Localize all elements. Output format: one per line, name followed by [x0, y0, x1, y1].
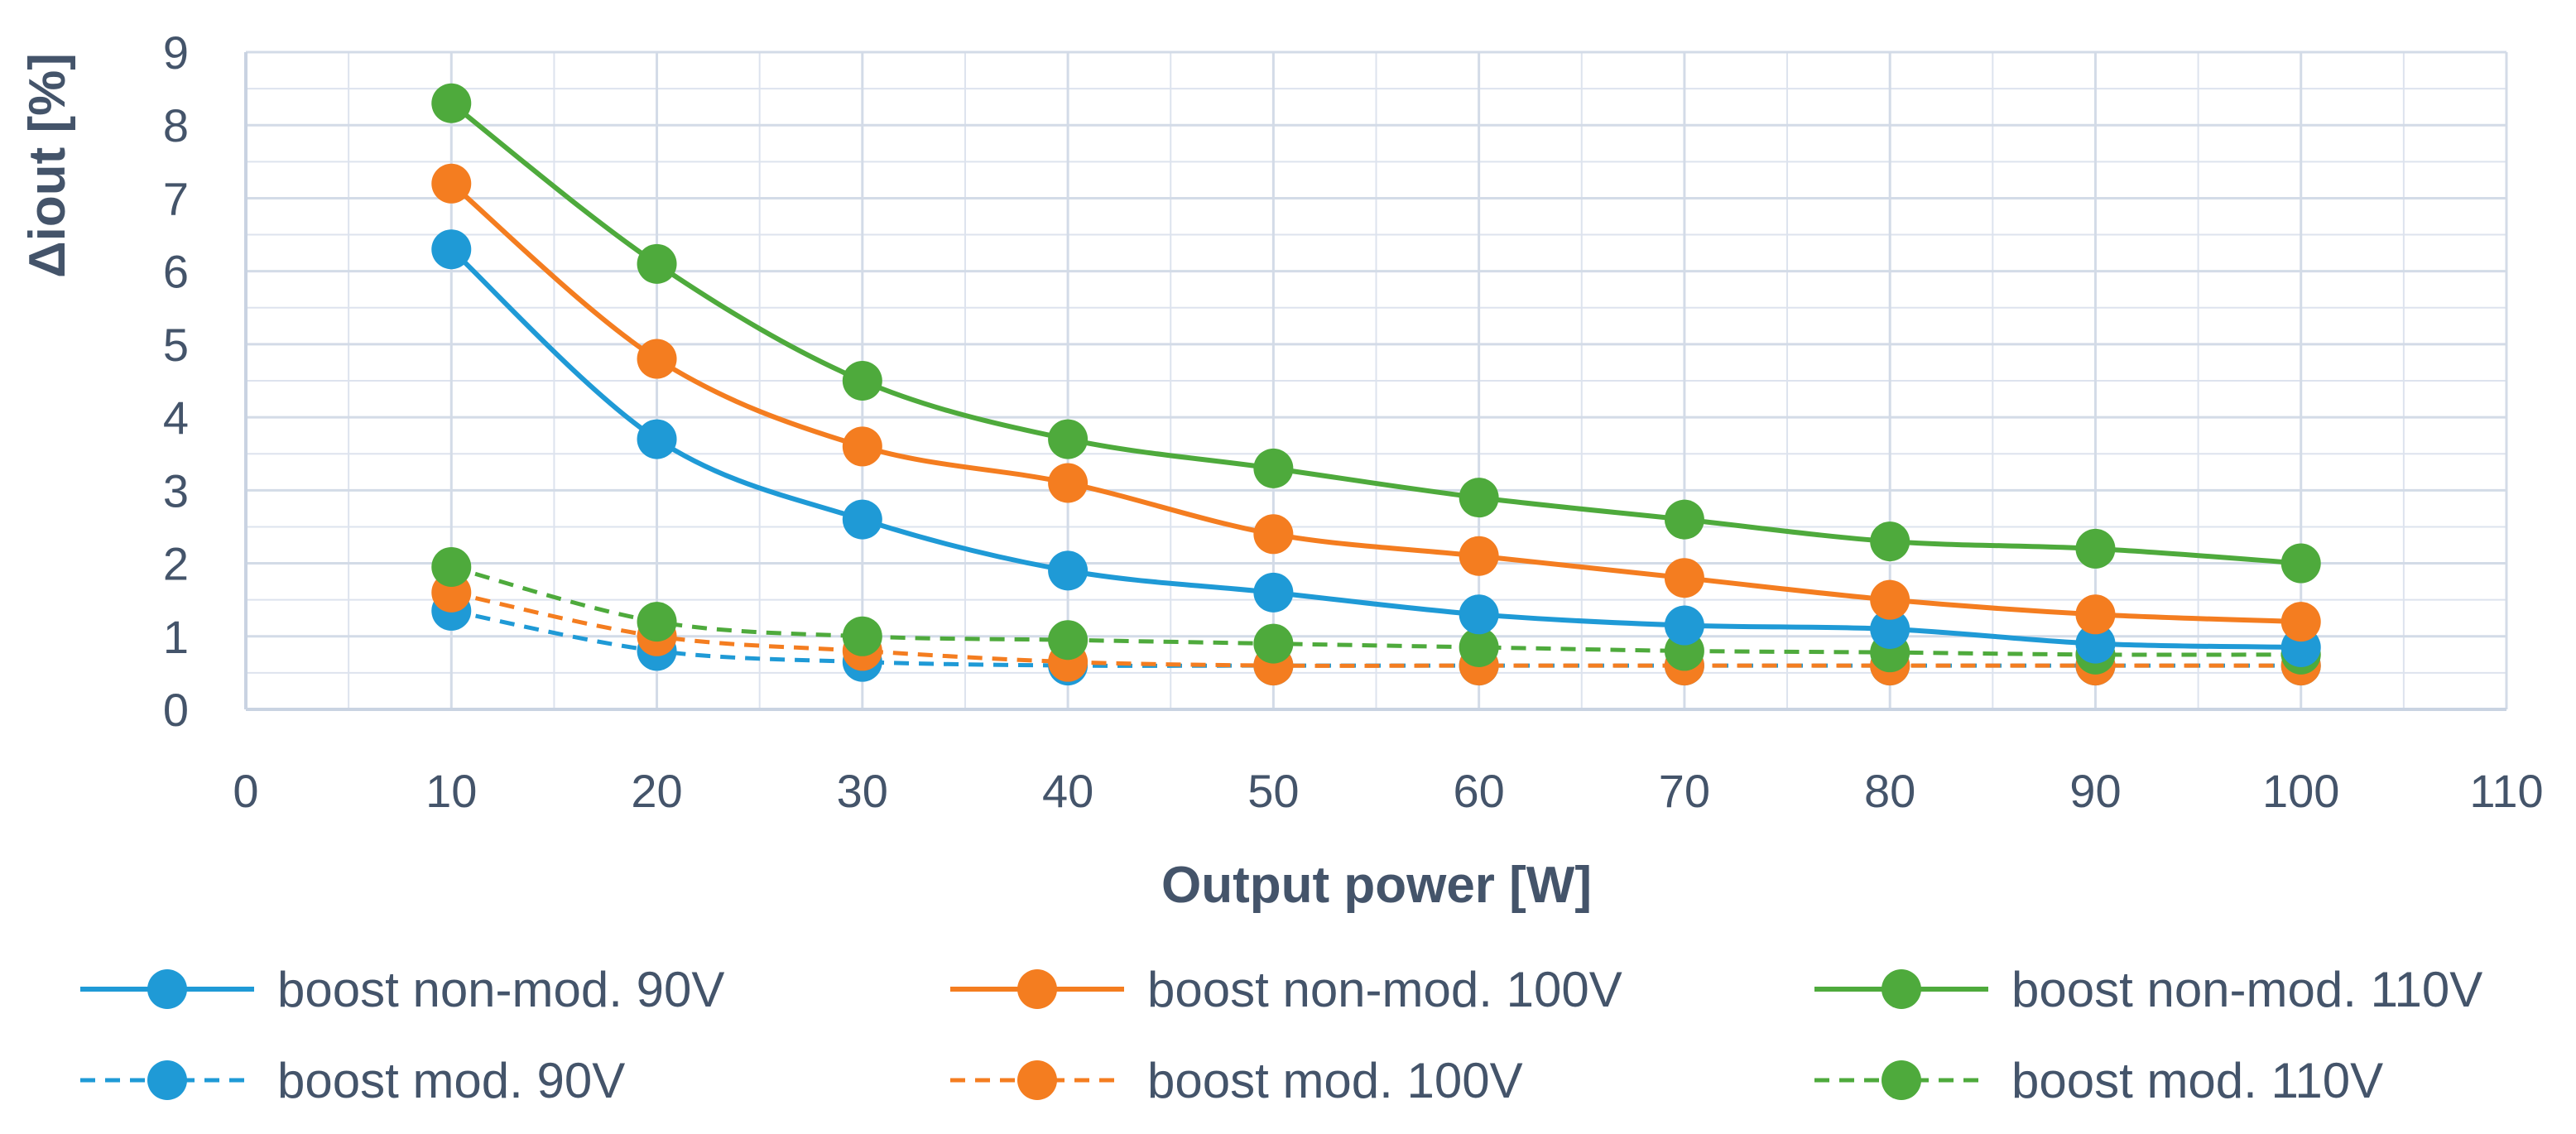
data-point-boost-non-mod-90v — [431, 229, 472, 270]
x-tick-label: 80 — [1864, 765, 1915, 817]
series-line-boost-non-mod-100v — [449, 181, 2301, 625]
data-point-boost-non-mod-100v — [1664, 558, 1704, 598]
x-tick-label: 40 — [1042, 765, 1093, 817]
legend-marker-boost-non-mod-90v — [147, 969, 187, 1009]
legend-marker-boost-non-mod-100v — [1017, 969, 1057, 1009]
data-point-boost-non-mod-90v — [2075, 623, 2116, 664]
x-tick-label: 110 — [2469, 765, 2543, 817]
x-tick-label: 90 — [2069, 765, 2121, 817]
data-point-boost-non-mod-110v — [637, 243, 677, 284]
data-point-boost-non-mod-110v — [431, 83, 472, 123]
x-tick-label: 60 — [1453, 765, 1504, 817]
data-point-boost-mod-110v — [842, 616, 882, 656]
series-line-boost-non-mod-110v — [449, 101, 2301, 566]
data-point-boost-non-mod-110v — [2075, 528, 2116, 569]
x-tick-label: 20 — [631, 765, 682, 817]
data-point-boost-non-mod-100v — [431, 163, 472, 204]
series-line-boost-mod-110v — [450, 565, 2301, 657]
y-tick-label: 2 — [163, 538, 189, 590]
data-point-boost-non-mod-110v — [1664, 499, 1704, 540]
series-line-boost-mod-100v — [450, 590, 2301, 668]
data-point-boost-non-mod-110v — [1459, 478, 1499, 518]
data-point-boost-mod-110v — [1048, 620, 1089, 661]
x-tick-label: 50 — [1247, 765, 1299, 817]
data-point-boost-non-mod-100v — [2280, 602, 2321, 642]
data-point-boost-non-mod-90v — [637, 419, 677, 459]
x-axis-title: Output power [W] — [1161, 857, 1592, 914]
legend-label-boost-non-mod-110v: boost non-mod. 110V — [2011, 962, 2482, 1017]
data-point-boost-non-mod-110v — [1870, 521, 1910, 562]
data-point-boost-non-mod-90v — [1048, 550, 1089, 591]
x-tick-label: 70 — [1659, 765, 1710, 817]
data-point-boost-non-mod-90v — [1664, 605, 1704, 646]
y-tick-label: 4 — [163, 392, 189, 444]
axes: 0 10 20 30 40 50 60 70 80 90 100 110 0 1 2 3 4 5 6 7 8 9 — [163, 26, 2544, 817]
data-point-boost-mod-110v — [1459, 627, 1499, 668]
legend-label-boost-mod-90v: boost mod. 90V — [277, 1053, 625, 1108]
legend-marker-boost-non-mod-110v — [1882, 969, 1921, 1009]
data-point-boost-non-mod-90v — [842, 499, 882, 540]
y-tick-label: 5 — [163, 319, 189, 371]
data-point-boost-non-mod-110v — [842, 361, 882, 401]
y-tick-label: 7 — [163, 172, 189, 224]
grid — [244, 50, 2508, 711]
x-tick-label: 100 — [2262, 765, 2339, 817]
x-tick-label: 0 — [233, 765, 258, 817]
data-point-boost-non-mod-110v — [2280, 543, 2321, 584]
data-point-boost-non-mod-90v — [1459, 594, 1499, 635]
data-point-boost-mod-110v — [637, 602, 677, 642]
data-point-boost-non-mod-110v — [1048, 419, 1089, 459]
y-tick-label: 1 — [163, 611, 189, 663]
y-tick-label: 9 — [163, 26, 189, 79]
data-point-boost-non-mod-100v — [1459, 536, 1499, 576]
y-tick-label: 0 — [163, 684, 189, 736]
legend: boost non-mod. 90V boost non-mod. 100V boo… — [80, 962, 2482, 1108]
y-axis-title: Δiout [%] — [19, 53, 76, 278]
series-group — [431, 83, 2321, 686]
legend-marker-boost-mod-100v — [1017, 1060, 1057, 1100]
data-point-boost-non-mod-100v — [1870, 579, 1910, 620]
data-point-boost-non-mod-100v — [1253, 514, 1294, 555]
data-point-boost-non-mod-100v — [1048, 463, 1089, 503]
data-point-boost-non-mod-100v — [2075, 594, 2116, 635]
data-point-boost-non-mod-110v — [1253, 448, 1294, 488]
legend-label-boost-mod-110v: boost mod. 110V — [2011, 1053, 2383, 1108]
legend-marker-boost-mod-90v — [147, 1060, 187, 1100]
y-tick-label: 6 — [163, 246, 189, 298]
x-tick-label: 30 — [837, 765, 888, 817]
series-line-boost-non-mod-90v — [449, 247, 2301, 651]
legend-marker-boost-mod-110v — [1882, 1060, 1921, 1100]
data-point-boost-mod-110v — [1253, 623, 1294, 664]
data-point-boost-non-mod-90v — [1253, 572, 1294, 613]
data-point-boost-mod-110v — [431, 546, 472, 587]
legend-label-boost-non-mod-90v: boost non-mod. 90V — [277, 962, 724, 1017]
y-tick-label: 8 — [163, 99, 189, 151]
data-point-boost-non-mod-100v — [637, 339, 677, 379]
data-point-boost-non-mod-90v — [1870, 608, 1910, 649]
y-tick-label: 3 — [163, 464, 189, 517]
data-point-boost-non-mod-100v — [842, 426, 882, 467]
legend-label-boost-non-mod-100v: boost non-mod. 100V — [1147, 962, 1622, 1017]
legend-label-boost-mod-100v: boost mod. 100V — [1147, 1053, 1523, 1108]
x-tick-label: 10 — [425, 765, 477, 817]
